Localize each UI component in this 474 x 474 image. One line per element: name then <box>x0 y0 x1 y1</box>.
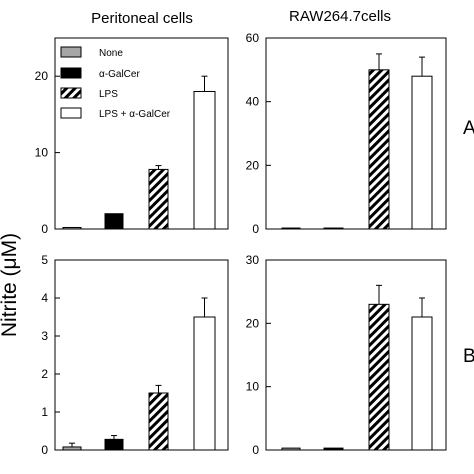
panel-2: 0 1 2 3 4 5 <box>41 253 229 457</box>
panel-frame <box>265 259 447 451</box>
panel-frame <box>265 37 447 230</box>
column-title-peritoneal: Peritoneal cells <box>91 10 193 27</box>
bar-galcer <box>323 227 344 230</box>
legend-swatch-3 <box>60 107 82 119</box>
bar-lps-galcer <box>411 75 433 230</box>
legend-swatch-2 <box>60 87 82 99</box>
y-axis-label: Nitrite (μM) <box>0 233 21 337</box>
y-tick-label: 30 <box>246 253 260 267</box>
legend-label-3: LPS + α-GalCer <box>99 109 171 120</box>
panel-frame <box>54 37 229 230</box>
y-tick-label: 5 <box>41 253 48 267</box>
bar-lps <box>148 168 169 230</box>
panel-frame <box>54 259 229 451</box>
legend-label-1: α-GalCer <box>99 69 140 80</box>
bar-none <box>62 446 82 451</box>
legend-swatch-0 <box>60 46 82 58</box>
y-tick-label: 40 <box>246 95 260 109</box>
y-tick-label: 20 <box>246 316 260 330</box>
y-tick-label: 0 <box>41 222 48 236</box>
row-label-b: B <box>463 346 474 367</box>
bar-lps <box>148 392 169 451</box>
panel-0: 0 10 20 <box>35 37 229 236</box>
y-tick-label: 0 <box>252 222 259 236</box>
y-tick-label: 10 <box>35 146 49 160</box>
bar-lps <box>368 69 390 230</box>
y-tick-label: 60 <box>246 31 260 45</box>
y-tick-label: 20 <box>246 158 260 172</box>
bar-lps <box>368 303 390 451</box>
legend: None α-GalCer LPS LPS + α-GalCer <box>60 46 171 120</box>
bar-galcer <box>104 438 124 451</box>
legend-label-2: LPS <box>99 89 118 100</box>
panel-3: 0 10 20 30 <box>246 253 447 457</box>
y-tick-label: 1 <box>41 405 48 419</box>
bar-lps-galcer <box>193 90 216 230</box>
y-tick-label: 0 <box>41 443 48 457</box>
bar-lps-galcer <box>193 316 216 451</box>
row-label-a: A <box>463 118 474 139</box>
bar-galcer <box>104 213 124 230</box>
legend-swatch-1 <box>60 67 82 79</box>
chart-panels: 0 10 20 0 20 40 60 0 1 2 3 4 5 0 10 20 30 None α-GalCer LPS… <box>35 31 447 457</box>
bar-none <box>62 226 82 230</box>
column-title-raw264: RAW264.7cells <box>289 8 391 25</box>
y-tick-label: 10 <box>246 380 260 394</box>
y-tick-label: 0 <box>252 443 259 457</box>
bar-galcer <box>323 447 344 451</box>
bar-none <box>281 447 301 451</box>
y-tick-label: 2 <box>41 367 48 381</box>
bar-none <box>281 227 301 230</box>
panel-1: 0 20 40 60 <box>246 31 447 236</box>
legend-label-0: None <box>99 48 123 59</box>
y-tick-label: 3 <box>41 329 48 343</box>
bar-lps-galcer <box>411 316 433 451</box>
y-tick-label: 20 <box>35 69 49 83</box>
y-tick-label: 4 <box>41 291 48 305</box>
